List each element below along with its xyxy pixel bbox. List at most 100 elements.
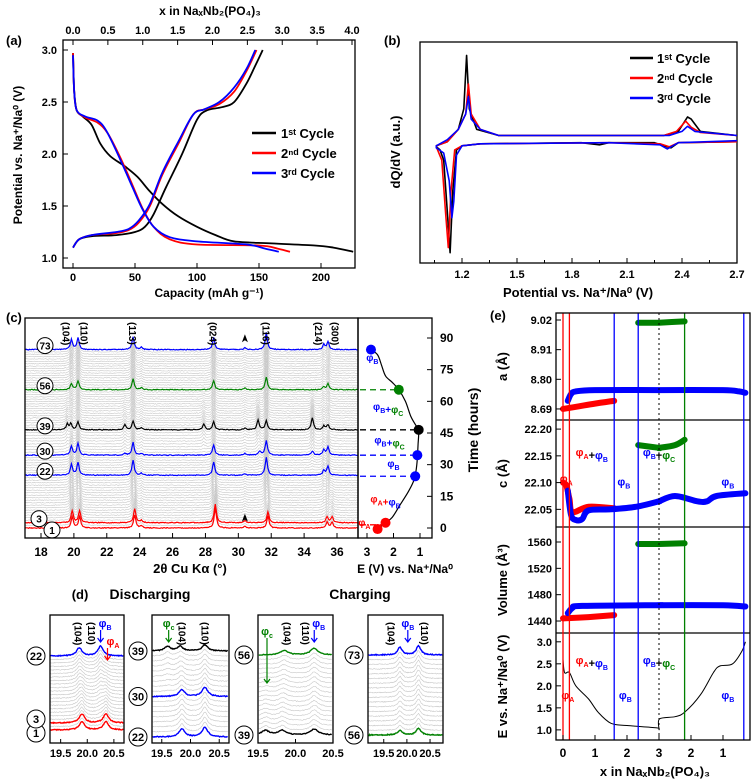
refined-param-φA [560, 397, 618, 412]
zoom-scan-gray [50, 693, 124, 703]
xrd-scan-gray [25, 502, 358, 521]
x-tick-label: 20 [67, 545, 81, 559]
zoom-scan-gray [50, 696, 124, 706]
y-tick-label: 8.69 [531, 404, 552, 416]
zoom-scan-gray [258, 709, 332, 717]
phase-label: φB [366, 353, 378, 366]
xrd-scan-gray [25, 411, 358, 424]
xrd-scan-gray [25, 420, 358, 434]
lattice-panel-2 [560, 436, 749, 524]
scan-number: 39 [132, 646, 144, 658]
y-tick-label: 1480 [528, 590, 552, 602]
phase-subscript: A [568, 481, 573, 488]
xrd-scan-gray [25, 371, 358, 386]
zoom-scan-56 [258, 647, 333, 656]
phase-label: φA [358, 518, 370, 531]
xrd-scan-gray [25, 396, 358, 410]
x2-tick-label: 1.5 [170, 25, 185, 37]
xrd-scan-gray [25, 437, 358, 454]
xrd-scan-gray [25, 487, 358, 501]
x2-tick-label: 3.0 [275, 25, 290, 37]
phase-label: φA+φB [576, 655, 608, 672]
scan-number: 30 [132, 692, 144, 704]
x-tick-label: 34 [297, 545, 311, 559]
xrd-scan-gray [25, 340, 358, 358]
y-tick-label: 90 [440, 331, 454, 345]
refined-param-φB [564, 487, 749, 524]
scan-number: 56 [39, 382, 51, 393]
phase-subscript: B [320, 625, 325, 632]
phase-subscript: c [269, 633, 273, 640]
xrd-scan-gray [25, 453, 358, 471]
x-tick-label: 0 [70, 272, 76, 284]
zoom-scan-gray [368, 708, 443, 717]
zoom-scan-gray [258, 704, 332, 712]
x-tick-label: 20.0 [77, 748, 98, 760]
phase-label-part: φC [392, 439, 404, 452]
scan-marker [372, 524, 383, 535]
x-tick-label: 22 [100, 545, 114, 559]
phase-label-part: φB [721, 476, 734, 490]
zoom-scan-gray [152, 711, 228, 723]
zoom-scan-gray [258, 652, 332, 660]
zoom-scan-3 [50, 713, 124, 725]
xrd-scan-gray [25, 431, 358, 445]
phase-subscript: B [603, 665, 608, 672]
phase-annotation-text: φB [99, 618, 112, 632]
reflection-label: (024) [207, 322, 218, 345]
scan-number-badge [128, 641, 148, 661]
reflection-label: (110) [78, 322, 89, 345]
phase-subscript: B [627, 697, 632, 704]
reflection-label: (104) [175, 622, 186, 645]
zoom-scan-gray [152, 663, 228, 672]
phase-annotation: φB [401, 618, 414, 632]
reflection-label: (104) [384, 622, 395, 645]
xrd-scan-gray [25, 492, 358, 509]
scan-number: 22 [132, 732, 144, 744]
scan-number-badge [26, 646, 46, 666]
phase-annotation: φB [312, 618, 325, 632]
x-tick-label: 2 [688, 746, 695, 760]
xrd-scan-gray [25, 496, 358, 514]
legend-label: 1ˢᵗ Cycle [281, 126, 334, 141]
zoom-scan-gray [258, 719, 332, 726]
scan-marker [380, 517, 391, 528]
xrd-scan-gray [25, 435, 358, 451]
scan-number-badge [344, 645, 364, 665]
zoom-scan-gray [258, 690, 332, 698]
xrd-scan-gray [25, 469, 358, 486]
x-tick-label: 1 [592, 746, 599, 760]
zoom-scan-gray [152, 696, 228, 708]
xrd-scan-gray [25, 342, 358, 360]
phase-subscript: A [569, 697, 574, 704]
x-tick-label: 2 [624, 746, 631, 760]
x-tick-label: 1 [417, 545, 424, 559]
zoom-scan-gray [152, 701, 228, 713]
zoom-scan-gray [152, 672, 228, 682]
x-tick-label: 19.5 [247, 748, 268, 760]
xrd-scan-gray [25, 347, 358, 365]
scan-number-badge [30, 510, 48, 528]
phase-subscript: B [396, 504, 401, 511]
refined-param-φC [635, 318, 688, 326]
xrd-scan-gray [25, 475, 358, 491]
phase-label-part: φB [374, 436, 386, 449]
phase-label-part: + [383, 498, 389, 509]
y-tick-label: 3.0 [537, 637, 552, 649]
xrd-scan-gray [25, 373, 358, 389]
series-3-discharge [72, 55, 280, 253]
xrd-scan-gray [25, 463, 358, 481]
xrd-scan-gray [25, 337, 358, 356]
xrd-scan-gray [25, 363, 358, 379]
x-tick-label: 36 [330, 545, 344, 559]
phase-annotation-text: φA [106, 636, 119, 650]
chart-a-plot [72, 49, 354, 253]
y-tick-label: 1440 [528, 616, 552, 628]
phase-label: φB+φC [643, 447, 675, 464]
scan-number: 73 [348, 650, 360, 662]
y-tick-label: 1.5 [42, 201, 57, 213]
title-discharging: Discharging [110, 586, 191, 602]
xrd-scan-gray [25, 386, 358, 400]
scan-marker [393, 384, 404, 395]
zoom-scan-gray [258, 724, 332, 731]
